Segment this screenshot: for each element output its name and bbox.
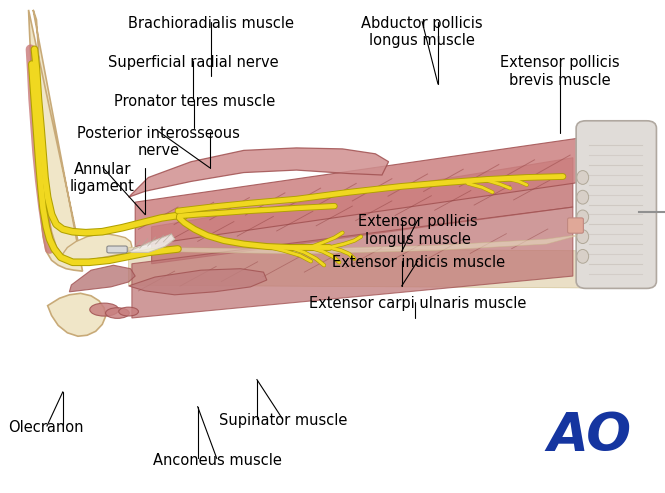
Text: Superficial radial nerve: Superficial radial nerve [108, 55, 279, 70]
Polygon shape [69, 265, 135, 292]
Ellipse shape [90, 303, 119, 316]
Polygon shape [152, 234, 583, 254]
Polygon shape [128, 269, 267, 295]
Polygon shape [152, 158, 573, 264]
Polygon shape [48, 293, 106, 336]
Polygon shape [135, 138, 579, 246]
Polygon shape [132, 207, 573, 318]
Text: Extensor pollicis
brevis muscle: Extensor pollicis brevis muscle [500, 55, 620, 88]
Ellipse shape [577, 230, 589, 244]
Text: Extensor carpi ulnaris muscle: Extensor carpi ulnaris muscle [309, 296, 527, 311]
FancyBboxPatch shape [568, 218, 583, 233]
Text: Supinator muscle: Supinator muscle [219, 413, 347, 428]
Text: AO: AO [547, 410, 631, 462]
Polygon shape [128, 234, 175, 252]
Text: Annular
ligament: Annular ligament [70, 162, 135, 194]
FancyBboxPatch shape [576, 121, 656, 288]
Text: Abductor pollicis
longus muscle: Abductor pollicis longus muscle [360, 16, 482, 48]
Text: Extensor indicis muscle: Extensor indicis muscle [332, 255, 505, 270]
Ellipse shape [106, 308, 129, 318]
Polygon shape [63, 234, 132, 261]
Ellipse shape [119, 307, 138, 316]
Polygon shape [128, 247, 612, 288]
Ellipse shape [577, 210, 589, 224]
Text: Anconeus muscle: Anconeus muscle [153, 453, 282, 467]
Text: Olecranon: Olecranon [9, 420, 84, 435]
Ellipse shape [577, 171, 589, 184]
FancyBboxPatch shape [107, 246, 127, 253]
Polygon shape [29, 10, 82, 271]
Text: Extensor pollicis
longus muscle: Extensor pollicis longus muscle [358, 214, 478, 247]
Ellipse shape [577, 190, 589, 204]
Text: Posterior interosseous
nerve: Posterior interosseous nerve [76, 126, 239, 158]
Text: Pronator teres muscle: Pronator teres muscle [114, 94, 275, 108]
Polygon shape [128, 148, 388, 197]
Text: Brachioradialis muscle: Brachioradialis muscle [128, 16, 294, 31]
Ellipse shape [577, 249, 589, 263]
